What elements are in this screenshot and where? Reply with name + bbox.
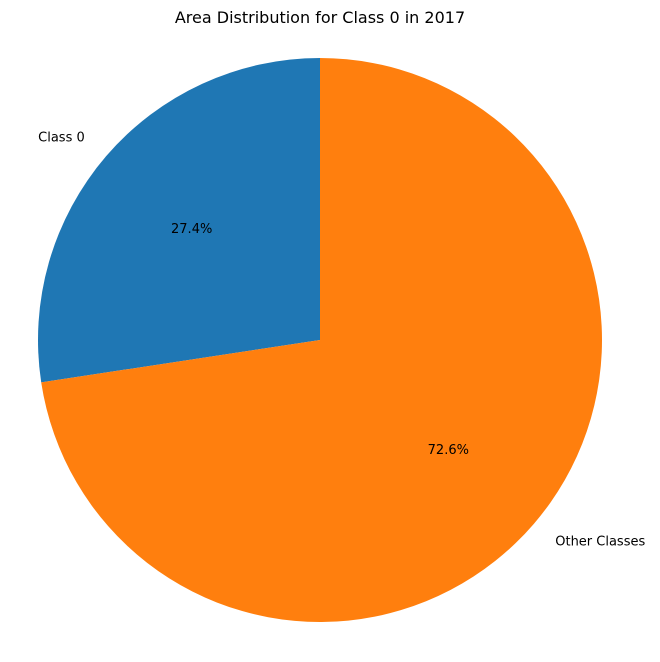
slice-percent-class-0: 27.4% <box>171 222 212 237</box>
chart-title: Area Distribution for Class 0 in 2017 <box>175 8 465 27</box>
slice-label-class-0: Class 0 <box>38 130 85 145</box>
slice-percent-other-classes: 72.6% <box>428 443 469 458</box>
pie-slices <box>38 58 602 622</box>
pie-labels: Class 0 27.4% Other Classes 72.6% <box>38 130 645 549</box>
pie-slice-other-classes <box>41 58 602 622</box>
slice-label-other-classes: Other Classes <box>555 535 645 550</box>
pie-slice-class-0 <box>38 58 321 383</box>
